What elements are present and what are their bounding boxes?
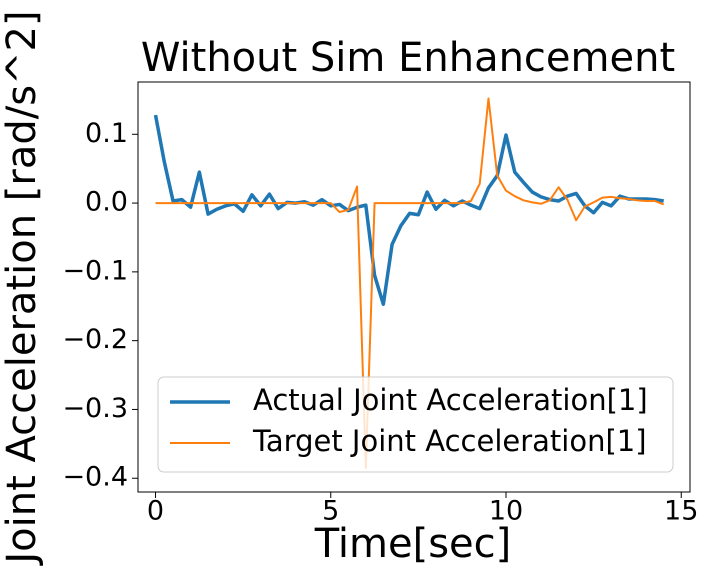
x-tick-label: 0 — [147, 496, 164, 527]
y-tick-label: −0.3 — [62, 393, 128, 424]
y-tick-label: −0.2 — [62, 324, 128, 355]
y-tick-label: 0.1 — [85, 118, 128, 149]
x-tick-label: 15 — [664, 496, 698, 527]
x-tick-label: 5 — [322, 496, 339, 527]
x-axis-label: Time[sec] — [314, 521, 512, 567]
x-tick-label: 10 — [489, 496, 523, 527]
y-axis-label: Joint Acceleration [rad/s^2] — [0, 10, 45, 566]
data-line — [155, 97, 665, 469]
y-tick-label: −0.4 — [62, 462, 128, 493]
data-line — [153, 114, 664, 306]
plot-frame — [137, 81, 691, 493]
chart-title: Without Sim Enhancement — [141, 35, 675, 81]
legend-box — [157, 376, 674, 473]
legend-label: Actual Joint Acceleration[1] — [253, 383, 648, 417]
y-tick-label: 0.0 — [85, 187, 128, 218]
legend-label: Target Joint Acceleration[1] — [252, 424, 647, 458]
y-tick-label: −0.1 — [62, 255, 128, 286]
